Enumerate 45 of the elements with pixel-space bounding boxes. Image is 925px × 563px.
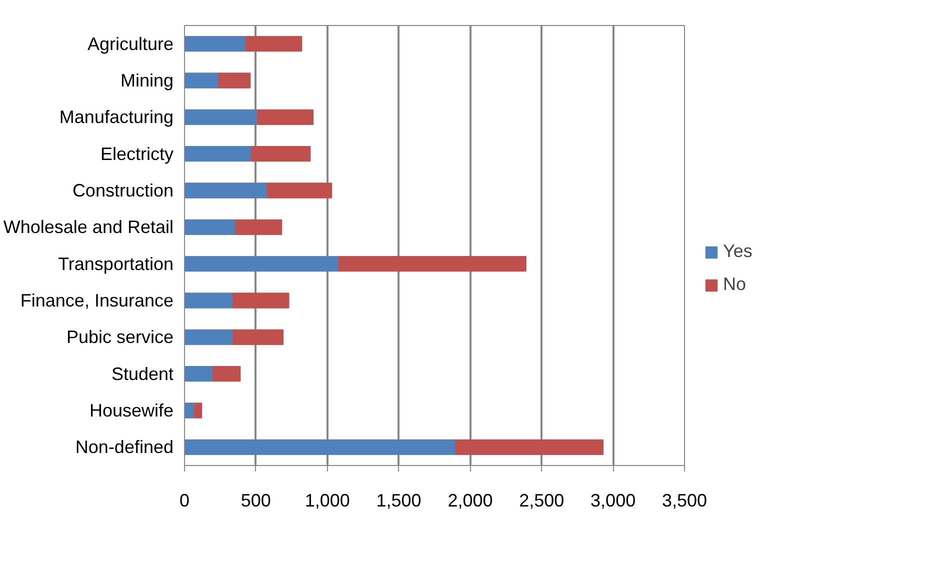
x-tick-label: 3,000 <box>590 490 636 510</box>
y-tick-label: Agriculture <box>87 34 174 54</box>
y-tick-label: Mining <box>120 70 174 90</box>
bar <box>256 109 314 125</box>
x-tick-label: 1,500 <box>376 490 422 510</box>
bar <box>194 402 202 418</box>
bar <box>184 292 234 308</box>
legend-label: No <box>723 274 746 295</box>
y-tick-label: Manufacturing <box>59 107 174 128</box>
x-tick-label: 2,500 <box>519 490 564 510</box>
bar <box>232 292 290 308</box>
x-tick-label: 0 <box>179 490 190 510</box>
bar <box>266 182 332 198</box>
bar <box>184 146 252 162</box>
bar <box>184 72 220 88</box>
y-tick-label: Student <box>111 364 174 384</box>
y-tick-label: Electricty <box>100 144 174 164</box>
bar <box>338 256 526 272</box>
x-tick-label: 3,500 <box>662 490 708 510</box>
bar <box>184 182 268 198</box>
bar <box>184 439 456 455</box>
bar <box>184 109 258 125</box>
bar <box>184 219 236 235</box>
bar <box>184 329 234 345</box>
legend-label: Yes <box>723 241 752 262</box>
y-tick-label: Finance, Insurance <box>20 290 174 310</box>
x-tick-label: 2,000 <box>448 490 493 510</box>
bar <box>184 256 340 272</box>
x-tick-label: 1,000 <box>304 490 350 510</box>
bar <box>184 36 246 52</box>
y-tick-label: Pubic service <box>66 327 174 348</box>
bar <box>218 72 251 88</box>
y-tick-label: Housewife <box>89 400 174 420</box>
y-tick-label: Transportation <box>58 254 174 274</box>
bar <box>245 36 302 52</box>
y-tick-label: Construction <box>72 180 174 200</box>
bar <box>212 366 241 382</box>
y-tick-label: Non-defined <box>75 437 174 458</box>
x-tick-label: 500 <box>240 490 271 510</box>
bar <box>235 219 282 235</box>
bar <box>184 366 214 382</box>
y-tick-label: Wholesale and Retail <box>3 217 174 238</box>
bar <box>232 329 284 345</box>
bar <box>455 439 604 455</box>
bar <box>251 146 311 162</box>
